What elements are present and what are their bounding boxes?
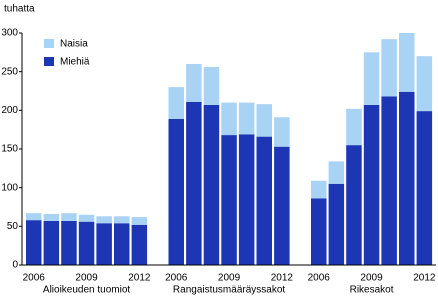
bar-segment [131,224,148,265]
bar-segment [381,96,397,265]
x-tick-label: 2009 [75,273,98,284]
legend-label: Naisia [60,39,88,50]
x-tick-label: 2009 [360,273,383,284]
y-axis-label: tuhatta [4,4,35,15]
group-label: Rangaistusmääräyssakot [173,285,285,295]
group-label: Rikesakot [350,285,394,295]
bar-segment [363,104,380,265]
y-tick-label: 0 [12,260,18,271]
bar-segment [96,216,112,224]
bar-segment [346,108,362,146]
x-tick-label: 2012 [413,273,436,284]
bar-segment [114,216,130,224]
legend-swatch [44,39,54,48]
bar-segment [203,104,220,265]
bar-segment [311,180,327,199]
bar-segment [131,217,148,225]
x-tick-label: 2009 [218,273,241,284]
y-tick-label: 50 [7,221,19,232]
bar-segment [221,135,237,265]
bar-segment [256,136,272,265]
bar-segment [168,87,184,119]
bar-segment [78,221,95,265]
bar-segment [399,33,415,92]
bar-segment [168,118,184,265]
bar-segment [61,213,77,221]
bar-segment [78,214,95,222]
bar-segment [311,198,327,265]
x-tick-label: 2012 [271,273,294,284]
group-label: Alioikeuden tuomiot [43,285,130,295]
bar-segment [26,213,42,221]
bar-segment [186,63,202,102]
bar-segment [328,183,345,265]
x-tick-label: 2012 [128,273,151,284]
bar-segment [238,134,255,265]
y-tick-label: 250 [1,66,18,77]
bar-segment [114,223,130,265]
bar-segment [238,102,255,135]
bar-segment [43,213,60,221]
legend-label: Miehiä [60,57,90,68]
bar-segment [274,146,290,265]
bar-segment [399,91,415,265]
bar-segment [416,111,433,266]
bar-segment [346,145,362,265]
bar-segment [203,67,220,105]
x-tick-label: 2006 [308,273,331,284]
bar-segment [96,223,112,265]
bar-segment [416,56,433,112]
bar-segment [381,39,397,97]
legend-swatch [44,57,54,66]
y-tick-label: 100 [1,182,18,193]
y-tick-label: 150 [1,144,18,155]
bar-segment [26,220,42,265]
bar-segment [256,104,272,137]
bar-segment [186,101,202,266]
bar-segment [221,102,237,136]
bar-segment [274,117,290,147]
bar-segment [363,52,380,105]
bar-segment [61,220,77,265]
bar-segment [43,220,60,265]
x-tick-label: 2006 [165,273,188,284]
x-tick-label: 2006 [23,273,46,284]
y-tick-label: 300 [1,28,18,39]
y-tick-label: 200 [1,105,18,116]
bar-segment [328,161,345,184]
